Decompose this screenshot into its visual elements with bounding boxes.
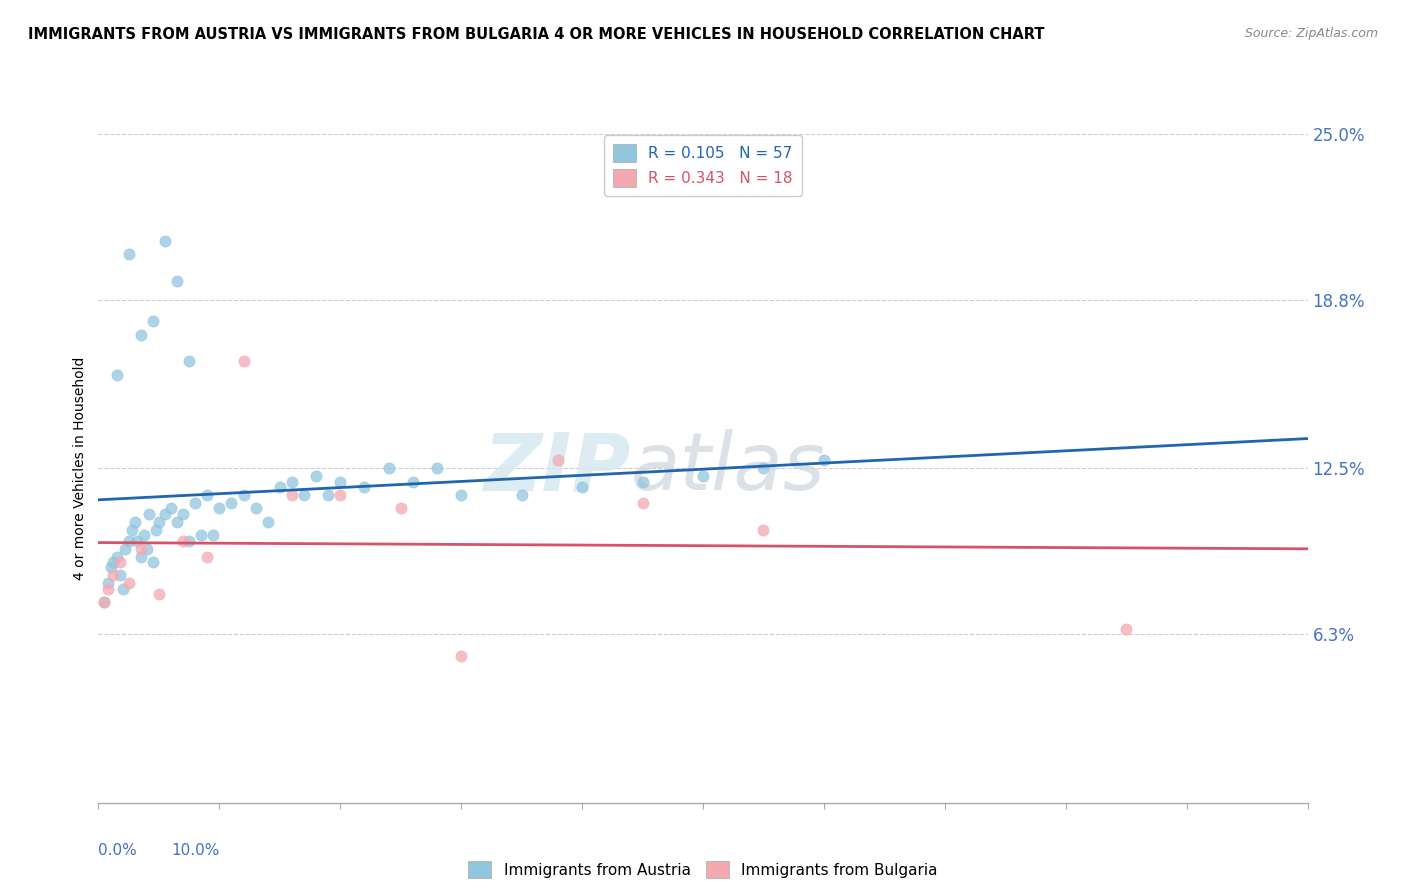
Point [124,515,146,529]
Legend: R = 0.105   N = 57, R = 0.343   N = 18: R = 0.105 N = 57, R = 0.343 N = 18 [605,135,801,196]
Point [316,488,339,502]
Point [202,528,225,542]
Text: 10.0%: 10.0% [172,843,219,858]
Point [221,496,243,510]
Point [166,515,188,529]
Point [631,496,654,510]
Point [127,533,149,548]
Point [100,560,122,574]
Point [108,555,131,569]
Point [353,480,375,494]
Point [195,488,218,502]
Point [305,469,328,483]
Point [256,515,278,529]
Point [450,488,472,502]
Point [402,475,425,489]
Point [148,587,170,601]
Point [108,568,131,582]
Point [190,528,212,542]
Point [121,523,143,537]
Point [450,648,472,663]
Text: Source: ZipAtlas.com: Source: ZipAtlas.com [1244,27,1378,40]
Point [129,549,152,564]
Point [172,507,194,521]
Point [329,488,352,502]
Point [377,461,399,475]
Point [135,541,157,556]
Point [245,501,267,516]
Point [138,507,160,521]
Point [1115,622,1137,636]
Point [101,555,124,569]
Text: ZIP: ZIP [484,429,630,508]
Point [142,555,165,569]
Text: IMMIGRANTS FROM AUSTRIA VS IMMIGRANTS FROM BULGARIA 4 OR MORE VEHICLES IN HOUSEH: IMMIGRANTS FROM AUSTRIA VS IMMIGRANTS FR… [28,27,1045,42]
Point [114,541,136,556]
Point [153,507,176,521]
Point [389,501,412,516]
Point [105,368,128,382]
Point [97,576,120,591]
Point [160,501,183,516]
Point [118,533,141,548]
Point [813,453,835,467]
Point [118,576,141,591]
Y-axis label: 4 or more Vehicles in Household: 4 or more Vehicles in Household [73,357,87,580]
Point [547,453,569,467]
Point [195,549,218,564]
Point [631,475,654,489]
Legend: Immigrants from Austria, Immigrants from Bulgaria: Immigrants from Austria, Immigrants from… [463,855,943,884]
Point [93,595,115,609]
Point [571,480,593,494]
Point [232,488,254,502]
Point [179,354,201,368]
Point [172,533,194,548]
Point [97,582,120,596]
Point [329,475,352,489]
Point [752,461,775,475]
Point [93,595,115,609]
Point [118,247,141,261]
Point [145,523,167,537]
Point [134,528,156,542]
Point [269,480,291,494]
Point [166,274,188,288]
Point [692,469,714,483]
Point [129,541,152,556]
Text: 0.0%: 0.0% [98,843,138,858]
Point [208,501,231,516]
Point [292,488,315,502]
Point [752,523,775,537]
Point [111,582,134,596]
Point [179,533,201,548]
Point [101,568,124,582]
Point [510,488,533,502]
Point [184,496,207,510]
Point [105,549,128,564]
Point [142,314,165,328]
Point [426,461,449,475]
Point [281,488,304,502]
Point [148,515,170,529]
Point [281,475,304,489]
Point [232,354,254,368]
Point [129,327,152,342]
Text: atlas: atlas [630,429,825,508]
Point [153,234,176,248]
